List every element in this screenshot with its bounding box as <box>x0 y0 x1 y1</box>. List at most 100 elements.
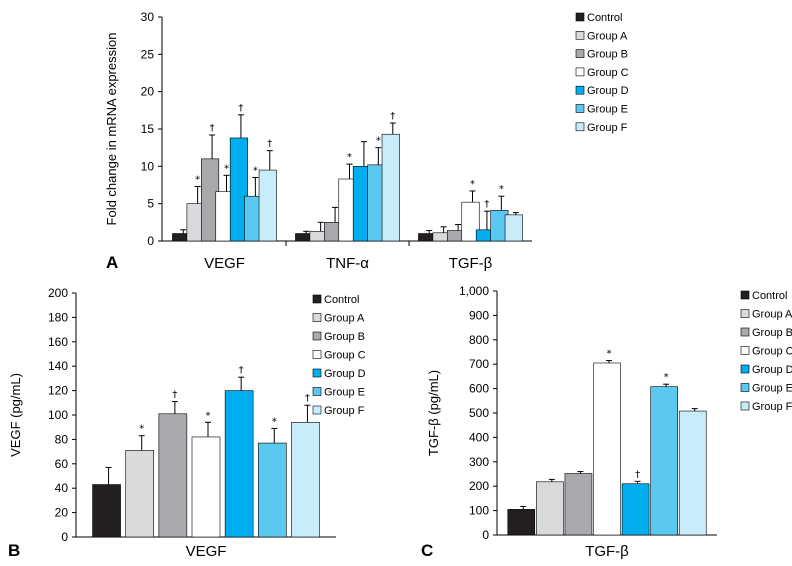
panel-b-bar-group-f <box>291 422 320 538</box>
panel-c-bar-group-d <box>621 483 650 536</box>
panel-b-y-tick-label: 180 <box>48 310 68 324</box>
panel-a-category-label: TNF-α <box>326 255 369 272</box>
panel-c-legend-label: Control <box>752 290 787 302</box>
panel-a-significance-star: * <box>470 179 475 190</box>
panel-b-significance-star: * <box>139 424 144 435</box>
panel-a-bar-group-f <box>504 214 523 242</box>
panel-a-y-tick-label: 0 <box>147 234 154 248</box>
panel-a-legend-label: Control <box>587 12 622 24</box>
panel-b-significance-star: * <box>272 416 277 427</box>
panel-a-legend-label: Group D <box>587 85 629 97</box>
panel-c-bar-group-e <box>650 386 678 536</box>
panel-b-y-tick-label: 60 <box>55 457 69 471</box>
panel-a-y-tick-label: 15 <box>141 122 155 136</box>
panel-c-y-tick-label: 600 <box>469 382 489 396</box>
panel-c-y-tick-label: 300 <box>469 455 489 469</box>
panel-c-y-tick-label: 800 <box>469 333 489 347</box>
panel-b-chart: 0 20 40 60 80 100 120 140 160 180 200 VEGF (pg/mL) *… <box>8 286 366 560</box>
panel-a-legend-label: Group C <box>587 67 629 79</box>
panel-b-y-tick-label: 100 <box>48 408 68 422</box>
panel-c-significance-dagger: † <box>635 469 640 480</box>
panel-a-significance-dagger: † <box>210 123 215 134</box>
panel-b-legend-swatch <box>312 331 322 341</box>
panel-a-y-tick-label: 10 <box>141 159 155 173</box>
panel-c-y-tick-label: 1,000 <box>459 284 489 298</box>
panel-b-y-tick-label: 80 <box>55 432 69 446</box>
panel-c-label: C <box>421 541 433 560</box>
panel-b-bar-group-a <box>125 450 155 538</box>
panel-a-significance-star: * <box>253 166 258 177</box>
panel-a-bar-group-c <box>461 201 480 242</box>
panel-c-bar-group-a <box>536 481 564 536</box>
panel-a-y-tick-label: 5 <box>147 197 154 211</box>
panel-c-legend-label: Group B <box>752 327 792 339</box>
panel-c-y-tick-label: 0 <box>482 528 489 542</box>
panel-b-category-label: VEGF <box>186 543 227 560</box>
panel-c-legend-swatch <box>740 364 750 374</box>
panel-a-chart: 0 5 10 15 20 25 30 Fold change in mRNA expressi… <box>104 10 629 272</box>
panel-a-significance-dagger: † <box>390 111 395 122</box>
panel-b-legend-label: Group A <box>324 313 365 325</box>
panel-b-legend-swatch <box>312 350 322 359</box>
panel-c-y-axis-title: TGF-β (pg/mL) <box>426 370 441 456</box>
panel-a-legend-swatch <box>575 85 585 95</box>
panel-a-legend-swatch <box>575 104 585 113</box>
panel-a-significance-dagger: † <box>238 103 243 114</box>
panel-a-significance-star: * <box>347 152 352 163</box>
panel-b-legend-label: Group E <box>324 387 365 399</box>
panel-a-significance-star: * <box>499 184 504 195</box>
panel-a-bar-group-d <box>229 137 248 242</box>
panel-b-legend-label: Control <box>324 294 359 306</box>
panel-b-legend-swatch <box>312 313 322 322</box>
panel-b-label: B <box>8 541 20 560</box>
panel-c-y-tick-label: 400 <box>469 430 489 444</box>
panel-a-legend-swatch <box>575 122 585 132</box>
panel-a-legend-swatch <box>575 67 585 77</box>
panel-c-legend-label: Group D <box>752 364 792 376</box>
panel-a-bar-group-f <box>381 133 400 242</box>
panel-b-bar-group-d <box>224 390 254 538</box>
panel-a-y-tick-label: 20 <box>141 85 155 99</box>
panel-a-significance-dagger: † <box>267 139 272 150</box>
panel-b-legend-label: Group B <box>324 331 365 343</box>
panel-b-significance-star: * <box>206 410 211 421</box>
panel-c-bar-group-c <box>593 362 621 536</box>
panel-a-legend-label: Group B <box>587 49 628 61</box>
panel-b-y-axis-title: VEGF (pg/mL) <box>8 373 23 457</box>
panel-c-y-tick-label: 500 <box>469 406 489 420</box>
panel-c-legend-swatch <box>740 383 750 392</box>
panel-a-legend-label: Group A <box>587 30 628 42</box>
panel-b-bar-group-c <box>191 436 221 538</box>
panel-c-y-tick-label: 700 <box>469 357 489 371</box>
panel-b-significance-dagger: † <box>305 393 310 404</box>
panel-b-y-tick-label: 20 <box>55 506 69 520</box>
panel-b-bar-group-b <box>158 413 188 538</box>
panel-b-y-tick-label: 200 <box>48 286 68 300</box>
panel-c-legend-label: Group A <box>752 309 792 321</box>
panel-b-legend-swatch <box>312 387 322 396</box>
panel-b-legend-label: Group F <box>324 405 365 417</box>
panel-c-legend-label: Group E <box>752 383 792 395</box>
panel-a-significance-star: * <box>195 174 200 185</box>
panel-c-bar-group-f <box>678 410 707 536</box>
panel-c-bar-control <box>507 509 536 536</box>
panel-c-legend-swatch <box>740 346 750 355</box>
panel-c-y-tick-label: 200 <box>469 479 489 493</box>
panel-a-legend-swatch <box>575 49 585 58</box>
panel-b-legend-label: Group C <box>324 350 366 362</box>
panel-a-legend-label: Group F <box>587 122 628 134</box>
panel-b-significance-dagger: † <box>172 390 177 401</box>
panel-a-significance-star: * <box>224 163 229 174</box>
panel-a-legend-swatch <box>575 30 585 40</box>
panel-a-legend-swatch <box>575 12 585 22</box>
panel-a-label: A <box>106 253 118 272</box>
panel-b-significance-dagger: † <box>239 365 244 376</box>
panel-a-category-label: TGF-β <box>449 255 493 272</box>
panel-a-significance-dagger: † <box>484 199 489 210</box>
panel-a-legend-label: Group E <box>587 104 628 116</box>
panel-c-category-label: TGF-β <box>585 543 629 560</box>
panel-c-legend-label: Group F <box>752 401 792 413</box>
panel-b-y-tick-label: 0 <box>61 530 68 544</box>
panel-c-legend-label: Group C <box>752 346 792 358</box>
